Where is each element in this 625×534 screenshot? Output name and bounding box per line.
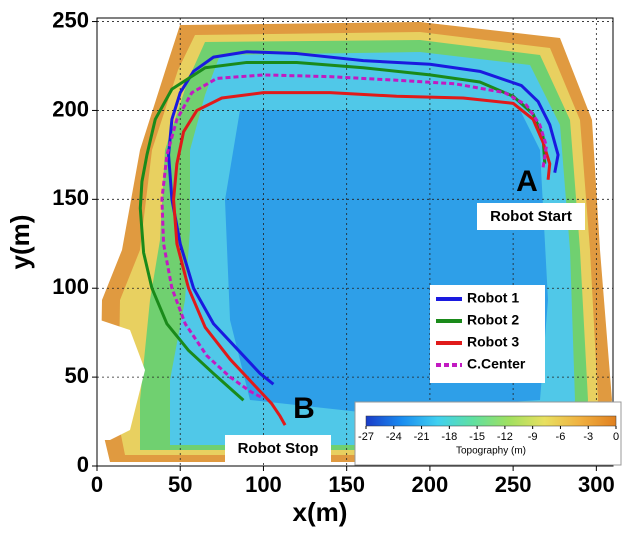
x-tick-label: 50 xyxy=(168,472,192,497)
colorbar-tick-label: 0 xyxy=(613,431,619,443)
plot-frame xyxy=(96,17,614,467)
colorbar-tick-label: -9 xyxy=(528,431,538,443)
colorbar-gradient xyxy=(365,415,617,427)
colorbar-tick-label: -27 xyxy=(358,431,374,443)
x-axis-label: x(m) xyxy=(293,497,348,527)
y-tick-label: 250 xyxy=(52,7,89,32)
legend-label: Robot 2 xyxy=(467,312,519,328)
x-tick-label: 100 xyxy=(245,472,282,497)
annotation: A xyxy=(516,165,538,198)
x-tick-label: 0 xyxy=(91,472,103,497)
x-tick-label: 200 xyxy=(412,472,449,497)
annotation: Robot Stop xyxy=(238,440,319,457)
legend-box xyxy=(430,285,545,383)
y-tick-label: 50 xyxy=(65,363,89,388)
colorbar-tick-label: -24 xyxy=(386,431,402,443)
y-tick-label: 100 xyxy=(52,274,89,299)
legend: Robot 1 Robot 2 Robot 3 C.Center xyxy=(430,285,545,383)
series-line xyxy=(138,60,547,402)
colorbar-tick-label: -15 xyxy=(469,431,485,443)
series-line xyxy=(167,50,560,386)
colorbar-tick-label: -3 xyxy=(583,431,593,443)
annotation: Robot Start xyxy=(490,208,572,225)
lines xyxy=(138,50,560,426)
legend-label: Robot 1 xyxy=(467,290,519,306)
colorbar-tick-label: -6 xyxy=(556,431,566,443)
x-tick-label: 250 xyxy=(495,472,532,497)
x-tick-label: 150 xyxy=(328,472,365,497)
legend-label: C.Center xyxy=(467,356,526,372)
x-tick-label: 300 xyxy=(578,472,615,497)
y-tick-label: 0 xyxy=(77,452,89,477)
annotation-box xyxy=(477,203,585,230)
series-line xyxy=(160,73,548,400)
colorbar-box xyxy=(354,401,622,466)
colorbar-tick-label: -18 xyxy=(441,431,457,443)
colorbar-label: Topography (m) xyxy=(456,446,526,457)
colorbar: Topography (m) -27 -24 -21 -18 -15 -12 -9 -6 -3 0 xyxy=(354,401,622,466)
y-tick-label: 200 xyxy=(52,96,89,121)
y-tick-label: 150 xyxy=(52,185,89,210)
legend-label: Robot 3 xyxy=(467,334,519,350)
series-line xyxy=(172,91,552,426)
colorbar-tick-label: -12 xyxy=(497,431,513,443)
annotation-box xyxy=(225,435,331,462)
annotation: B xyxy=(293,392,315,425)
colorbar-tick-label: -21 xyxy=(414,431,430,443)
y-axis-label: y(m) xyxy=(5,215,35,270)
